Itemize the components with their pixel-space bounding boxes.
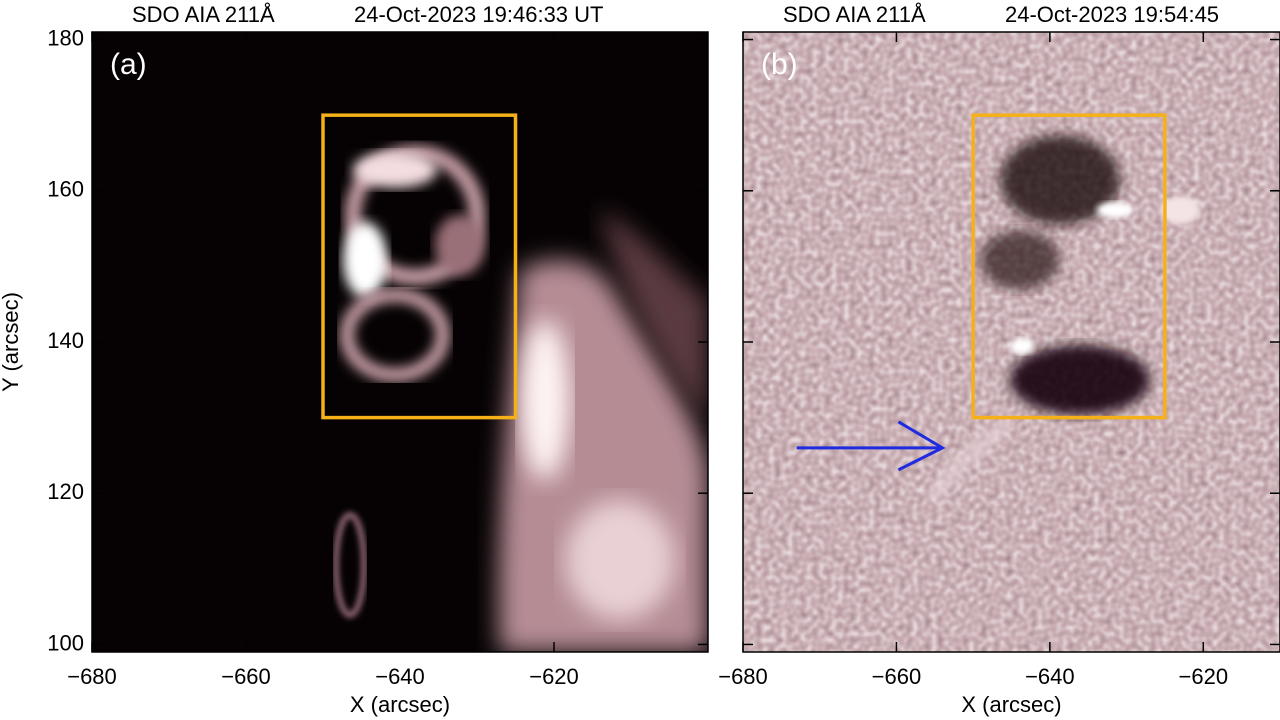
y-tick-label: 160 xyxy=(47,177,84,202)
instrument-title: SDO AIA 211Å xyxy=(783,2,926,27)
x-tick-label: −620 xyxy=(529,664,579,689)
x-tick-label: −640 xyxy=(375,664,425,689)
image-a xyxy=(92,32,708,652)
time-title: 24-Oct-2023 19:54:45 xyxy=(1005,2,1219,27)
instrument-title: SDO AIA 211Å xyxy=(132,2,275,27)
y-tick-label: 140 xyxy=(47,328,84,353)
x-axis-label: X (arcsec) xyxy=(961,692,1061,717)
x-axis-label: X (arcsec) xyxy=(350,692,450,717)
x-tick-label: −680 xyxy=(718,664,768,689)
arrow xyxy=(796,420,946,472)
x-tick-label: −660 xyxy=(872,664,922,689)
image-b xyxy=(743,32,1280,652)
x-tick-label: −660 xyxy=(221,664,271,689)
panel-label: (a) xyxy=(110,48,147,81)
y-tick-label: 100 xyxy=(47,630,84,655)
time-title: 24-Oct-2023 19:46:33 UT xyxy=(354,2,603,27)
panel-label: (b) xyxy=(761,48,798,81)
y-tick-label: 120 xyxy=(47,479,84,504)
x-tick-label: −640 xyxy=(1025,664,1075,689)
y-tick-label: 180 xyxy=(47,25,84,50)
y-axis-label: Y (arcsec) xyxy=(0,292,23,392)
region-box xyxy=(321,113,518,420)
x-tick-label: −620 xyxy=(1179,664,1229,689)
x-tick-label: −680 xyxy=(67,664,117,689)
region-box xyxy=(971,113,1167,420)
